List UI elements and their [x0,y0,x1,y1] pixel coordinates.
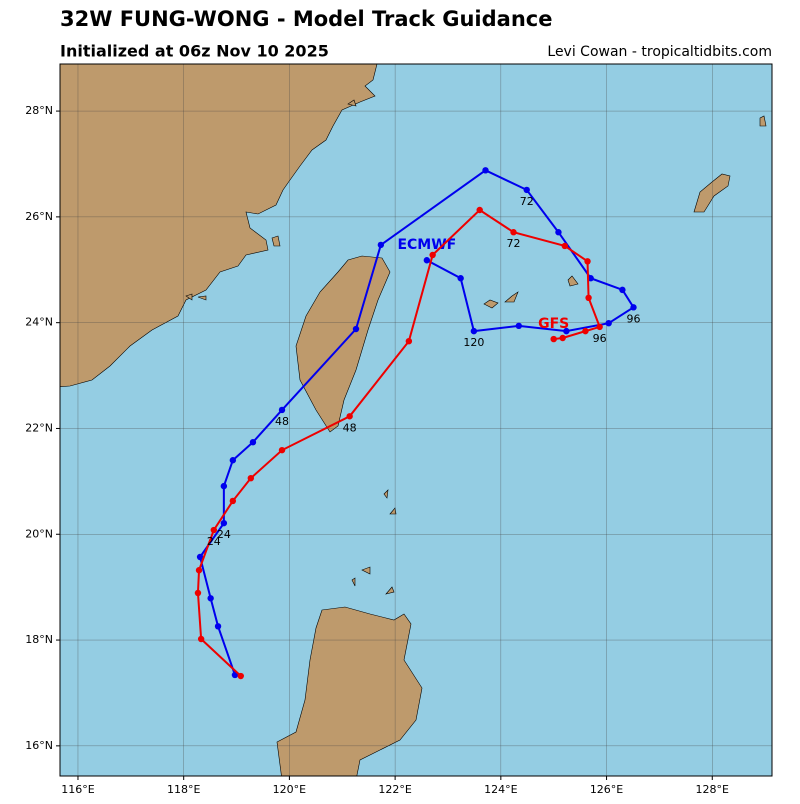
track-point [559,334,566,342]
x-tick-label: 122°E [378,783,411,796]
track-point [278,406,286,414]
x-tick-label: 120°E [273,783,306,796]
x-tick-label: 126°E [590,783,623,796]
hour-label: 72 [520,195,534,208]
y-tick-label: 20°N [25,527,53,540]
island [385,586,395,595]
track-point [229,457,237,464]
track-point [220,519,228,527]
island [351,577,356,587]
hour-label: 24 [207,535,221,548]
y-tick-label: 26°N [25,210,53,223]
track-point [457,275,464,282]
track-point [482,167,489,174]
track-point [555,229,562,236]
x-tick-label: 124°E [484,783,517,796]
track-point [377,241,385,249]
island [567,275,579,287]
y-tick-label: 18°N [25,633,53,646]
y-tick-label: 28°N [25,104,53,117]
island [383,489,389,499]
track-point [405,337,413,345]
track-point [510,229,517,236]
island [759,115,767,127]
island [185,293,207,301]
track-point [346,413,353,420]
hour-label: 48 [343,421,357,434]
track-point [249,439,257,446]
chart-subtitle: Initialized at 06z Nov 10 2025 [60,42,329,61]
track-point [247,474,255,482]
track-point [470,327,478,335]
x-tick-label: 118°E [167,783,200,796]
luzon [276,606,423,776]
track-point [196,553,204,561]
track-point [563,327,570,335]
island [389,507,397,515]
track-point [596,323,603,331]
track-point [207,595,214,602]
tracks: 24 48 72 96 120 ECMWF 24 48 72 96 GFS [194,167,641,680]
track-point [423,257,431,264]
model-label: GFS [538,316,569,332]
island [504,291,519,303]
track-point [523,186,530,194]
track-point [605,319,612,327]
track-point [515,322,523,330]
track-point [210,526,218,534]
track-point [582,327,589,335]
island [693,173,731,213]
track-point [194,589,202,597]
hour-label: 72 [507,237,521,250]
track-point [619,286,626,294]
track-point [197,635,205,643]
y-tick-label: 22°N [25,421,53,434]
mainland [60,64,378,387]
y-tick-label: 24°N [25,316,53,329]
track-point [229,497,237,505]
x-tick-label: 128°E [696,783,729,796]
island [361,566,371,575]
hour-label: 120 [463,336,484,349]
hour-label: 96 [627,312,641,325]
island [483,299,499,309]
track-point [278,446,286,454]
track-point [550,335,557,343]
track-point [237,672,244,680]
hour-label: 48 [275,415,289,428]
grid [60,64,772,776]
plot-frame [59,63,773,777]
track-point [214,623,222,630]
island [347,99,357,107]
track-point [220,482,228,490]
y-tick-label: 16°N [25,739,53,752]
chart-title: 32W FUNG-WONG - Model Track Guidance [60,7,552,31]
hour-label: 96 [593,332,607,345]
track-point [561,242,568,250]
hour-label: 24 [217,528,231,541]
island [271,235,281,247]
track-point [476,206,483,214]
model-label: ECMWF [397,237,456,253]
track-line [196,208,602,677]
track-point [630,304,637,311]
track-point [195,567,203,574]
track-point [352,325,360,333]
credit: Levi Cowan - tropicaltidbits.com [547,44,772,60]
track-point [587,275,594,282]
track-point [585,294,592,302]
x-tick-label: 116°E [61,783,94,796]
track-point [584,258,591,265]
track-point [429,251,436,259]
